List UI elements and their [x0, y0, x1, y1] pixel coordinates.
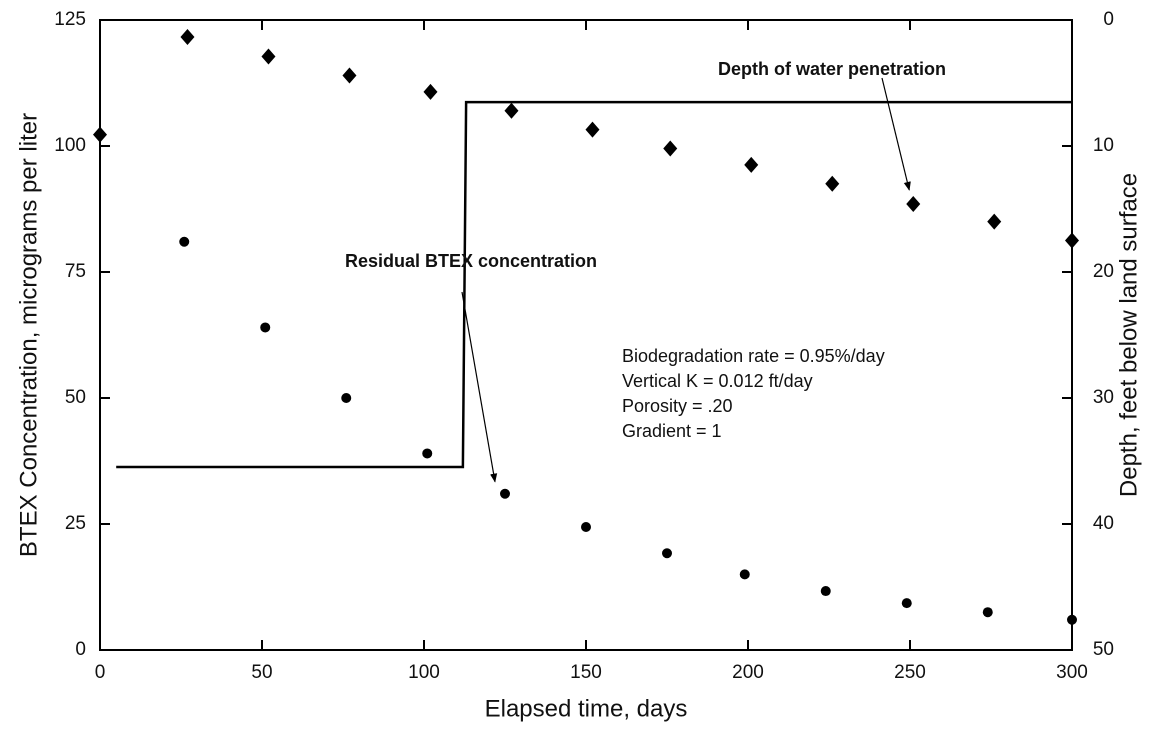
y2-tick-label: 0	[1103, 9, 1114, 30]
data-point	[662, 548, 672, 559]
y2-tick-label: 50	[1093, 639, 1114, 660]
data-point	[504, 102, 519, 119]
annotation-arrow	[881, 77, 911, 191]
x-tick-label: 150	[570, 662, 602, 683]
x-axis-label: Elapsed time, days	[485, 695, 688, 722]
data-point	[825, 175, 840, 192]
y-tick-label: 100	[54, 135, 86, 156]
data-point	[423, 83, 438, 100]
data-point	[663, 140, 678, 157]
data-point	[585, 121, 600, 138]
data-point	[341, 393, 352, 403]
data-point	[820, 586, 831, 597]
data-point	[1065, 232, 1079, 249]
annotation: Gradient = 1	[622, 421, 722, 441]
plot-frame	[99, 19, 1073, 651]
data-point	[180, 29, 195, 46]
data-point	[906, 195, 921, 212]
annotation: Porosity = .20	[622, 396, 733, 416]
series-annotation: Depth of water penetration	[718, 59, 946, 79]
y-axis-label: BTEX Concentration, micrograms per liter	[15, 113, 42, 557]
x-tick-label: 250	[894, 662, 926, 683]
data-point	[987, 213, 1002, 230]
step-line	[116, 100, 1072, 469]
annotation: Biodegradation rate = 0.95%/day	[622, 346, 885, 366]
data-point	[342, 67, 357, 84]
data-point	[744, 156, 759, 173]
y-tick-label: 0	[75, 639, 86, 660]
y-tick-label: 125	[54, 9, 86, 30]
y-tick-label: 25	[65, 513, 86, 534]
data-point	[982, 607, 993, 618]
y-tick-label: 50	[65, 387, 86, 408]
annotation: Vertical K = 0.012 ft/day	[622, 371, 813, 391]
data-point	[1067, 614, 1077, 625]
data-point	[179, 236, 190, 247]
x-tick-label: 0	[95, 662, 106, 683]
x-tick-label: 100	[408, 662, 440, 683]
data-point	[901, 598, 912, 609]
data-point	[93, 126, 107, 143]
x-tick-label: 50	[251, 662, 272, 683]
y2-axis-label: Depth, feet below land surface	[1115, 173, 1142, 497]
y-tick-label: 75	[65, 261, 86, 282]
data-point	[581, 522, 591, 533]
x-tick-label: 200	[732, 662, 764, 683]
y2-tick-label: 40	[1093, 513, 1114, 534]
data-point	[261, 48, 276, 65]
y2-tick-label: 20	[1093, 261, 1114, 282]
series-annotation: Residual BTEX concentration	[345, 251, 597, 271]
x-tick-label: 300	[1056, 662, 1088, 683]
annotation-arrow	[461, 291, 498, 483]
data-point	[422, 448, 433, 459]
data-point	[260, 322, 271, 333]
data-point	[500, 488, 510, 499]
data-point	[739, 569, 750, 580]
y2-tick-label: 30	[1093, 387, 1114, 408]
y2-tick-label: 10	[1093, 135, 1114, 156]
